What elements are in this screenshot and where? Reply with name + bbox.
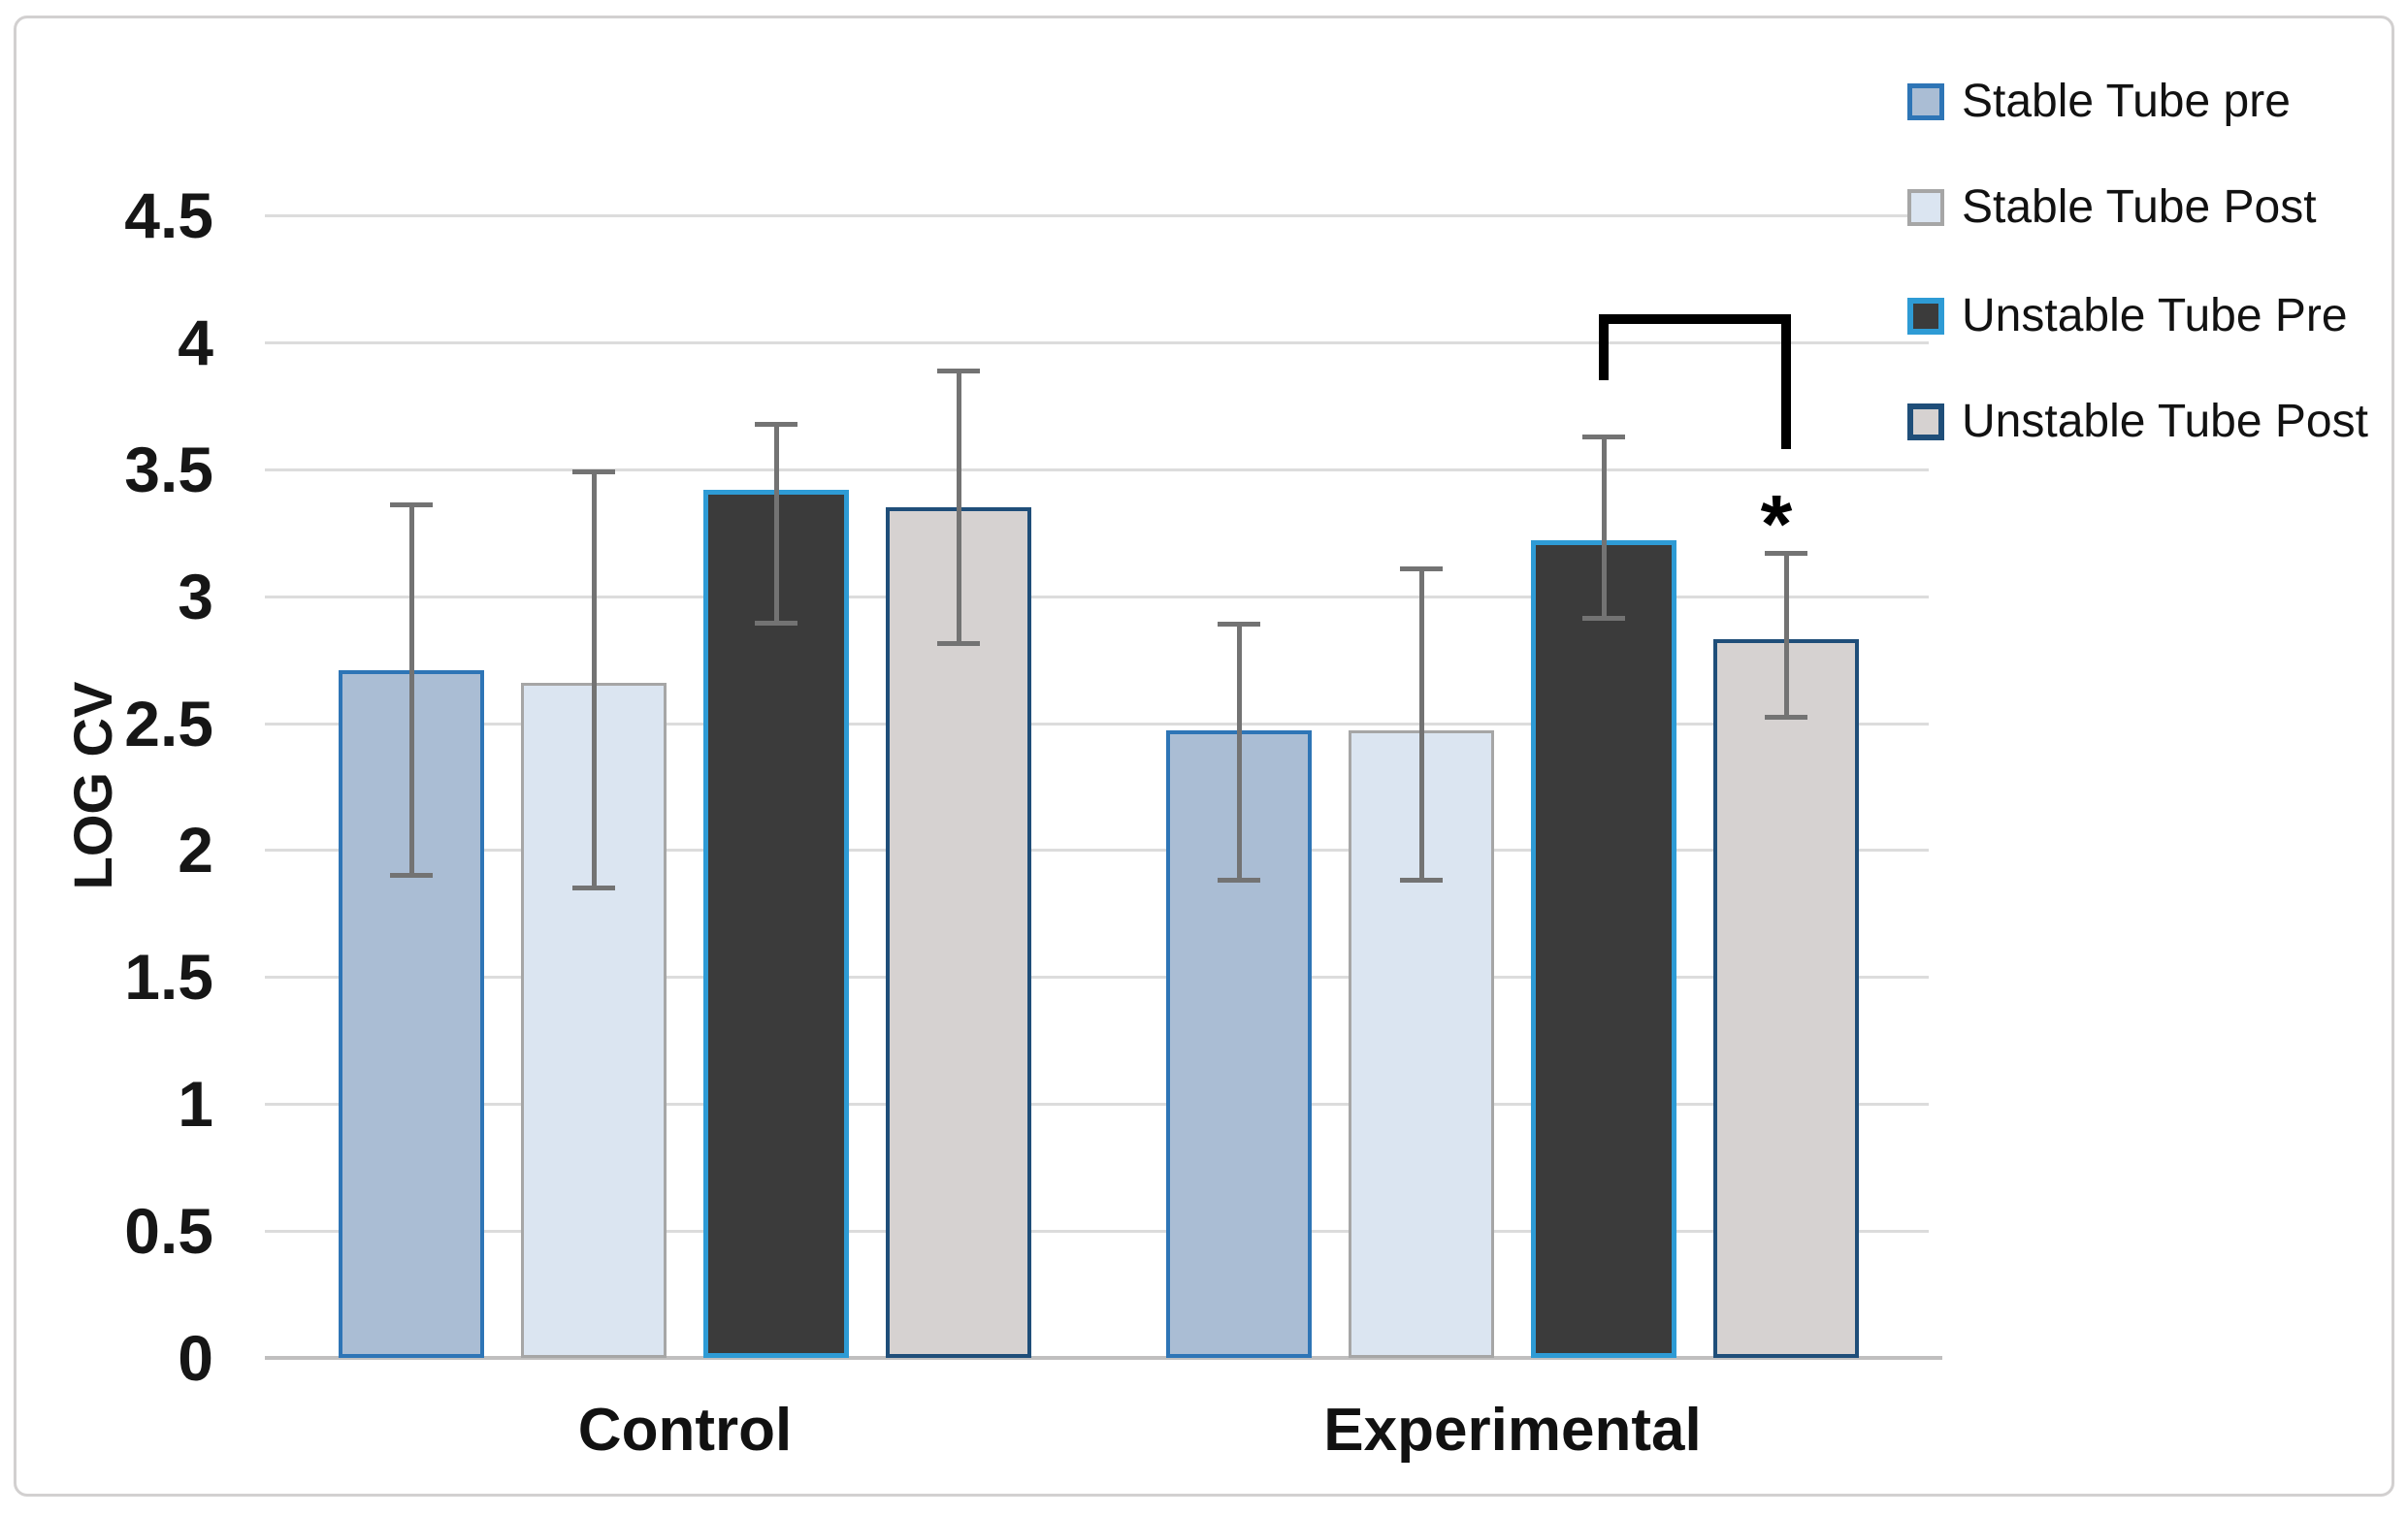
error-bar-cap-bottom xyxy=(572,885,615,890)
significance-bracket-right-tick xyxy=(1781,324,1791,449)
legend-item-unstable-tube-pre: Unstable Tube Pre xyxy=(1907,291,2348,341)
legend-swatch-unstable-tube-pre xyxy=(1907,298,1944,335)
error-bar-cap-bottom xyxy=(1218,877,1260,883)
error-bar-cap-top xyxy=(1582,434,1625,439)
y-tick-label: 1.5 xyxy=(124,941,213,1014)
error-bar-cap-top xyxy=(390,502,433,508)
x-category-label-control: Control xyxy=(577,1397,793,1464)
y-tick-label: 3.5 xyxy=(124,433,213,505)
y-axis-title: LOG CV xyxy=(61,681,123,890)
error-bar-cap-bottom xyxy=(1765,715,1807,721)
error-bar-cap-bottom xyxy=(1582,616,1625,622)
bar-experimental-unstable-tube-pre xyxy=(1531,540,1676,1358)
significance-bracket-bar xyxy=(1599,314,1791,325)
legend-item-unstable-tube-post: Unstable Tube Post xyxy=(1907,397,2368,447)
bar-control-unstable-tube-post xyxy=(886,506,1031,1358)
y-tick-label: 3 xyxy=(178,560,213,632)
error-bar-cap-top xyxy=(1218,622,1260,628)
error-bar-cap-bottom xyxy=(937,641,980,647)
y-tick-label: 2.5 xyxy=(124,687,213,759)
error-bar-experimental-unstable-tube-post xyxy=(1783,553,1789,719)
legend-swatch-unstable-tube-post xyxy=(1907,403,1944,440)
bar-control-unstable-tube-pre xyxy=(703,489,849,1358)
error-bar-cap-top xyxy=(755,421,797,427)
significance-bracket-left-tick xyxy=(1599,324,1609,381)
error-bar-control-stable-tube-post xyxy=(591,471,597,888)
legend-swatch-stable-tube-post xyxy=(1907,189,1944,226)
gridline xyxy=(265,340,1929,344)
error-bar-experimental-stable-tube-pre xyxy=(1236,624,1242,881)
gridline xyxy=(265,1230,1929,1234)
legend-item-stable-tube-post: Stable Tube Post xyxy=(1907,182,2317,233)
error-bar-experimental-unstable-tube-pre xyxy=(1601,435,1607,620)
gridline xyxy=(265,213,1929,217)
error-bar-cap-bottom xyxy=(390,872,433,878)
error-bar-cap-top xyxy=(572,469,615,475)
error-bar-cap-top xyxy=(1765,551,1807,557)
y-tick-label: 1 xyxy=(178,1068,213,1141)
error-bar-cap-top xyxy=(937,368,980,373)
x-axis-line xyxy=(265,1356,1942,1360)
legend-label-unstable-tube-post: Unstable Tube Post xyxy=(1962,396,2368,447)
legend-label-stable-tube-post: Stable Tube Post xyxy=(1962,181,2317,233)
gridline xyxy=(265,976,1929,980)
y-tick-label: 2 xyxy=(178,814,213,887)
error-bar-control-unstable-tube-post xyxy=(956,370,961,645)
bar-experimental-unstable-tube-post xyxy=(1713,639,1859,1358)
gridline xyxy=(265,468,1929,471)
y-tick-label: 4.5 xyxy=(124,178,213,251)
error-bar-cap-top xyxy=(1400,565,1443,571)
gridline xyxy=(265,849,1929,853)
error-bar-cap-bottom xyxy=(1400,877,1443,883)
x-category-label-experimental: Experimental xyxy=(1323,1397,1702,1464)
error-bar-experimental-stable-tube-post xyxy=(1418,567,1424,881)
legend-swatch-stable-tube-pre xyxy=(1907,83,1944,120)
significance-asterisk: * xyxy=(1760,478,1793,570)
legend-item-stable-tube-pre: Stable Tube pre xyxy=(1907,77,2291,127)
error-bar-control-stable-tube-pre xyxy=(408,504,414,876)
gridline xyxy=(265,722,1929,726)
gridline xyxy=(265,595,1929,598)
y-tick-label: 0.5 xyxy=(124,1195,213,1268)
y-tick-label: 0 xyxy=(178,1322,213,1394)
legend-label-unstable-tube-pre: Unstable Tube Pre xyxy=(1962,290,2348,341)
error-bar-cap-bottom xyxy=(755,621,797,627)
gridline xyxy=(265,1103,1929,1107)
error-bar-control-unstable-tube-pre xyxy=(773,423,779,625)
legend-label-stable-tube-pre: Stable Tube pre xyxy=(1962,76,2291,127)
y-tick-label: 4 xyxy=(178,306,213,378)
